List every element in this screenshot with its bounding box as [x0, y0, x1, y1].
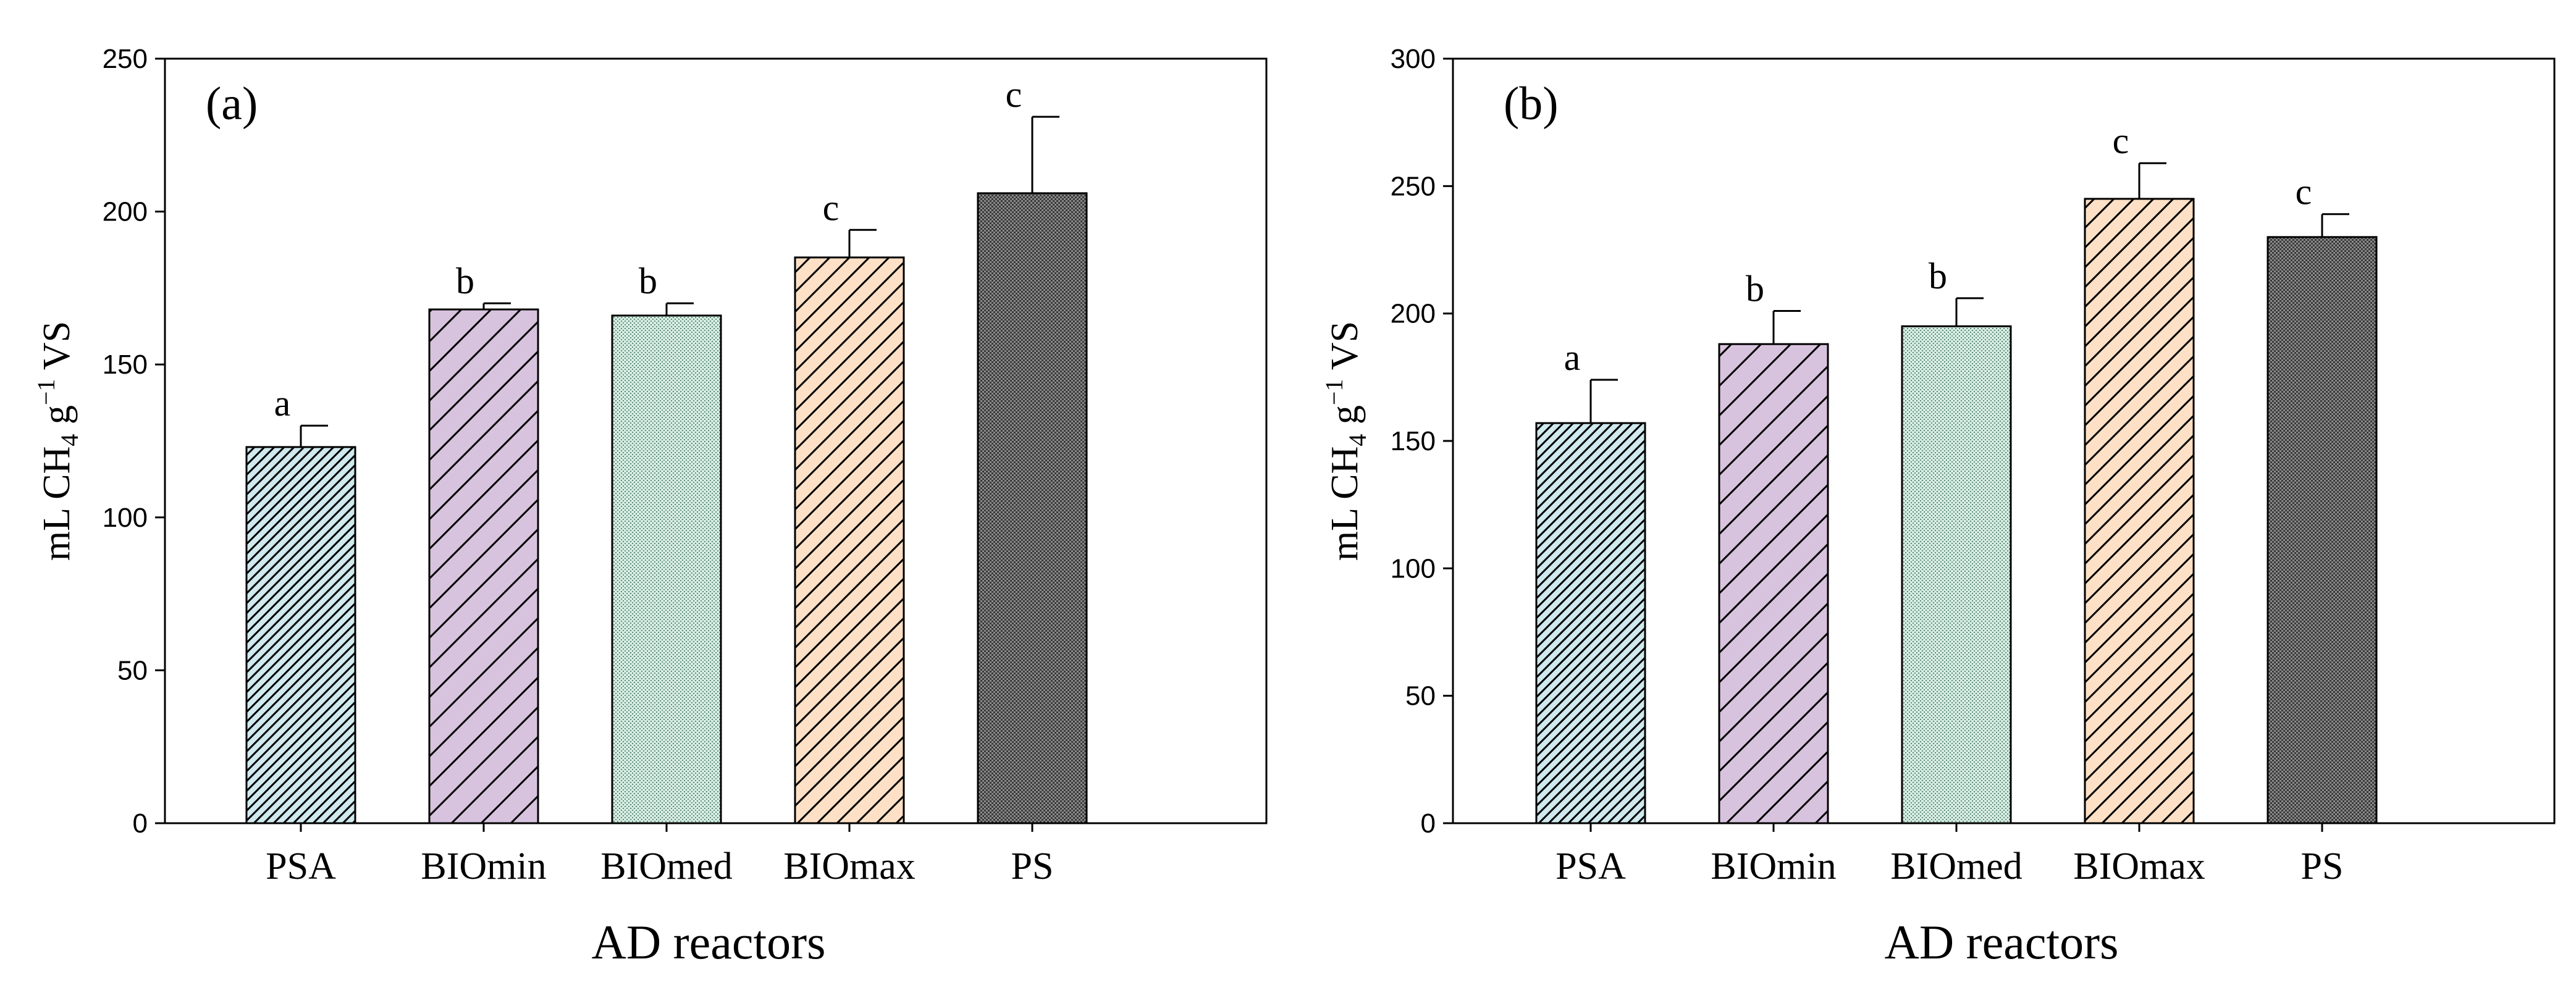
significance-a-biomin: b: [456, 261, 474, 301]
significance-b-biomed: b: [1929, 256, 1947, 296]
bar-b-ps: [2267, 236, 2378, 824]
y-tick-label-a-0: 0: [133, 808, 148, 839]
significance-a-biomed: b: [639, 261, 657, 301]
panel-label-a: (a): [206, 78, 258, 130]
x-tick-label-a-ps: PS: [1011, 845, 1054, 887]
bar-a-biomed: [611, 314, 722, 824]
significance-a-biomax: c: [823, 187, 840, 228]
y-tick-label-a-1: 50: [117, 655, 148, 685]
y-tick-label-a-4: 200: [103, 197, 148, 227]
bar-b-biomin: [1718, 343, 1829, 824]
x-tick-label-b-biomed: BIOmed: [1890, 845, 2022, 887]
bar-b-biomed: [1901, 325, 2012, 824]
bars-a: a PSA b BIOmin b BIOmed c BIOmax c PS: [245, 74, 1088, 887]
y-axis-a: 0 50 100 150 200 250: [103, 44, 165, 839]
bar-b-biomax: [2084, 198, 2195, 824]
significance-b-biomax: c: [2113, 120, 2129, 161]
y-tick-label-a-2: 100: [103, 503, 148, 533]
significance-a-ps: c: [1006, 74, 1022, 115]
bar-a-psa: [245, 446, 356, 824]
bar-a-biomin: [428, 308, 539, 824]
bar-a-ps: [977, 192, 1088, 824]
y-axis-title-a: mL CH4 g−1 VS: [32, 321, 83, 561]
y-axis-title-b: mL CH4 g−1 VS: [1320, 321, 1371, 561]
y-tick-label-b-2: 100: [1391, 553, 1436, 584]
x-tick-label-b-ps: PS: [2301, 845, 2344, 887]
significance-b-psa: a: [1564, 337, 1581, 378]
x-axis-title-a: AD reactors: [592, 915, 826, 969]
x-tick-label-b-biomax: BIOmax: [2073, 845, 2205, 887]
y-tick-label-b-3: 150: [1391, 426, 1436, 456]
panel-label-b: (b): [1504, 78, 1559, 130]
significance-b-biomin: b: [1746, 269, 1764, 309]
x-tick-label-b-psa: PSA: [1555, 845, 1626, 887]
y-tick-label-a-5: 250: [103, 44, 148, 74]
bar-b-psa: [1535, 422, 1646, 824]
significance-a-psa: a: [274, 383, 291, 424]
y-axis-b: 0 50 100 150 200 250 300: [1391, 44, 1453, 839]
y-tick-label-a-3: 150: [103, 350, 148, 380]
x-tick-label-a-biomed: BIOmed: [600, 845, 733, 887]
panel-a: (a) 0 50 100 150 200 250 a PSA b BIOmin b BIOmed c B…: [32, 44, 1268, 969]
x-tick-label-a-biomin: BIOmin: [421, 845, 546, 887]
x-axis-title-b: AD reactors: [1885, 915, 2119, 969]
y-tick-label-b-5: 250: [1391, 171, 1436, 201]
y-tick-label-b-6: 300: [1391, 44, 1436, 74]
panel-b: (b) 0 50 100 150 200 250 300 a PSA b BIOmin b BIOme…: [1320, 44, 2556, 969]
bar-a-biomax: [794, 256, 905, 824]
y-tick-label-b-1: 50: [1405, 681, 1436, 711]
y-tick-label-b-4: 200: [1391, 299, 1436, 329]
significance-b-ps: c: [2296, 172, 2312, 212]
x-tick-label-b-biomin: BIOmin: [1711, 845, 1836, 887]
x-tick-label-a-psa: PSA: [266, 845, 336, 887]
x-tick-label-a-biomax: BIOmax: [783, 845, 915, 887]
y-tick-label-b-0: 0: [1421, 808, 1436, 839]
bars-b: a PSA b BIOmin b BIOmed c BIOmax c PS: [1535, 120, 2378, 887]
